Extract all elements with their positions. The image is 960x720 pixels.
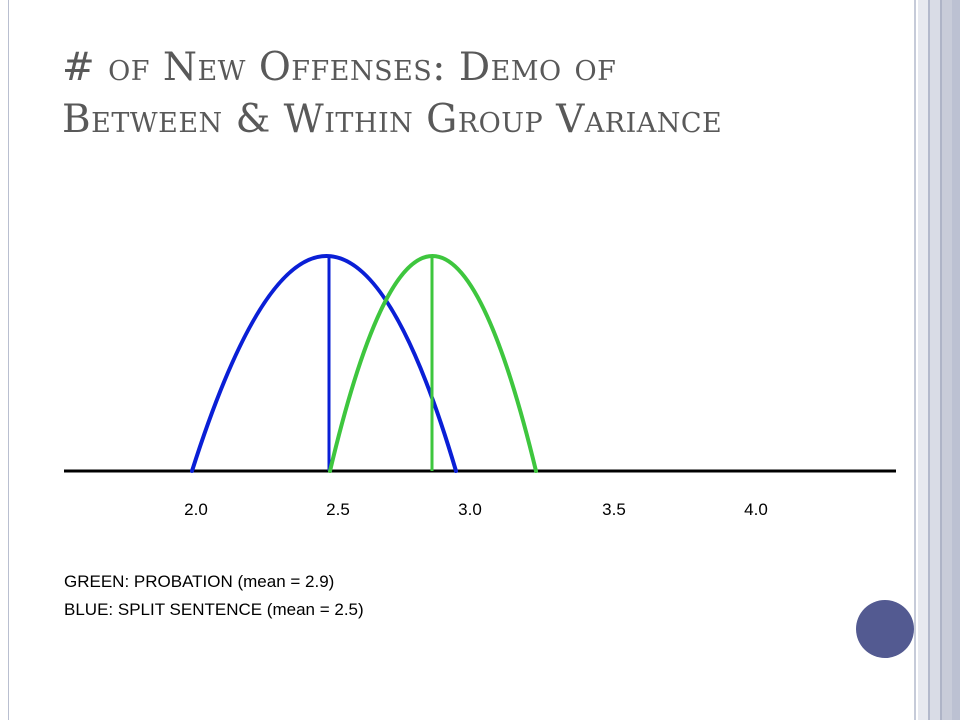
- frame-stripe: [930, 0, 940, 720]
- tick-labels-group: 2.0 2.5 3.0 3.5 4.0: [184, 500, 768, 519]
- decorative-circle: [856, 600, 914, 658]
- frame-right-stripes: [914, 0, 960, 720]
- curves-group: [190, 254, 538, 473]
- frame-stripe: [952, 0, 960, 720]
- frame-stripe: [928, 0, 930, 720]
- x-tick-label: 4.0: [744, 500, 768, 519]
- frame-left-border: [8, 0, 9, 720]
- frame-stripe: [942, 0, 952, 720]
- legend: GREEN: PROBATION (mean = 2.9) BLUE: SPLI…: [64, 568, 364, 624]
- x-tick-label: 2.5: [326, 500, 350, 519]
- legend-item-blue: BLUE: SPLIT SENTENCE (mean = 2.5): [64, 600, 364, 619]
- slide-title-line-2: Between & Within Group Variance: [62, 97, 723, 142]
- x-tick-label: 3.5: [602, 500, 626, 519]
- distribution-curve-blue: [190, 254, 458, 473]
- slide-title-line-1: # of New Offenses: Demo of: [62, 45, 617, 90]
- frame-stripe: [918, 0, 928, 720]
- x-tick-label: 3.0: [458, 500, 482, 519]
- frame-stripe: [940, 0, 942, 720]
- frame-stripe: [914, 0, 916, 720]
- x-tick-label: 2.0: [184, 500, 208, 519]
- legend-item-green: GREEN: PROBATION (mean = 2.9): [64, 572, 335, 591]
- slide-title: # of New Offenses: Demo of Between & Wit…: [62, 42, 862, 146]
